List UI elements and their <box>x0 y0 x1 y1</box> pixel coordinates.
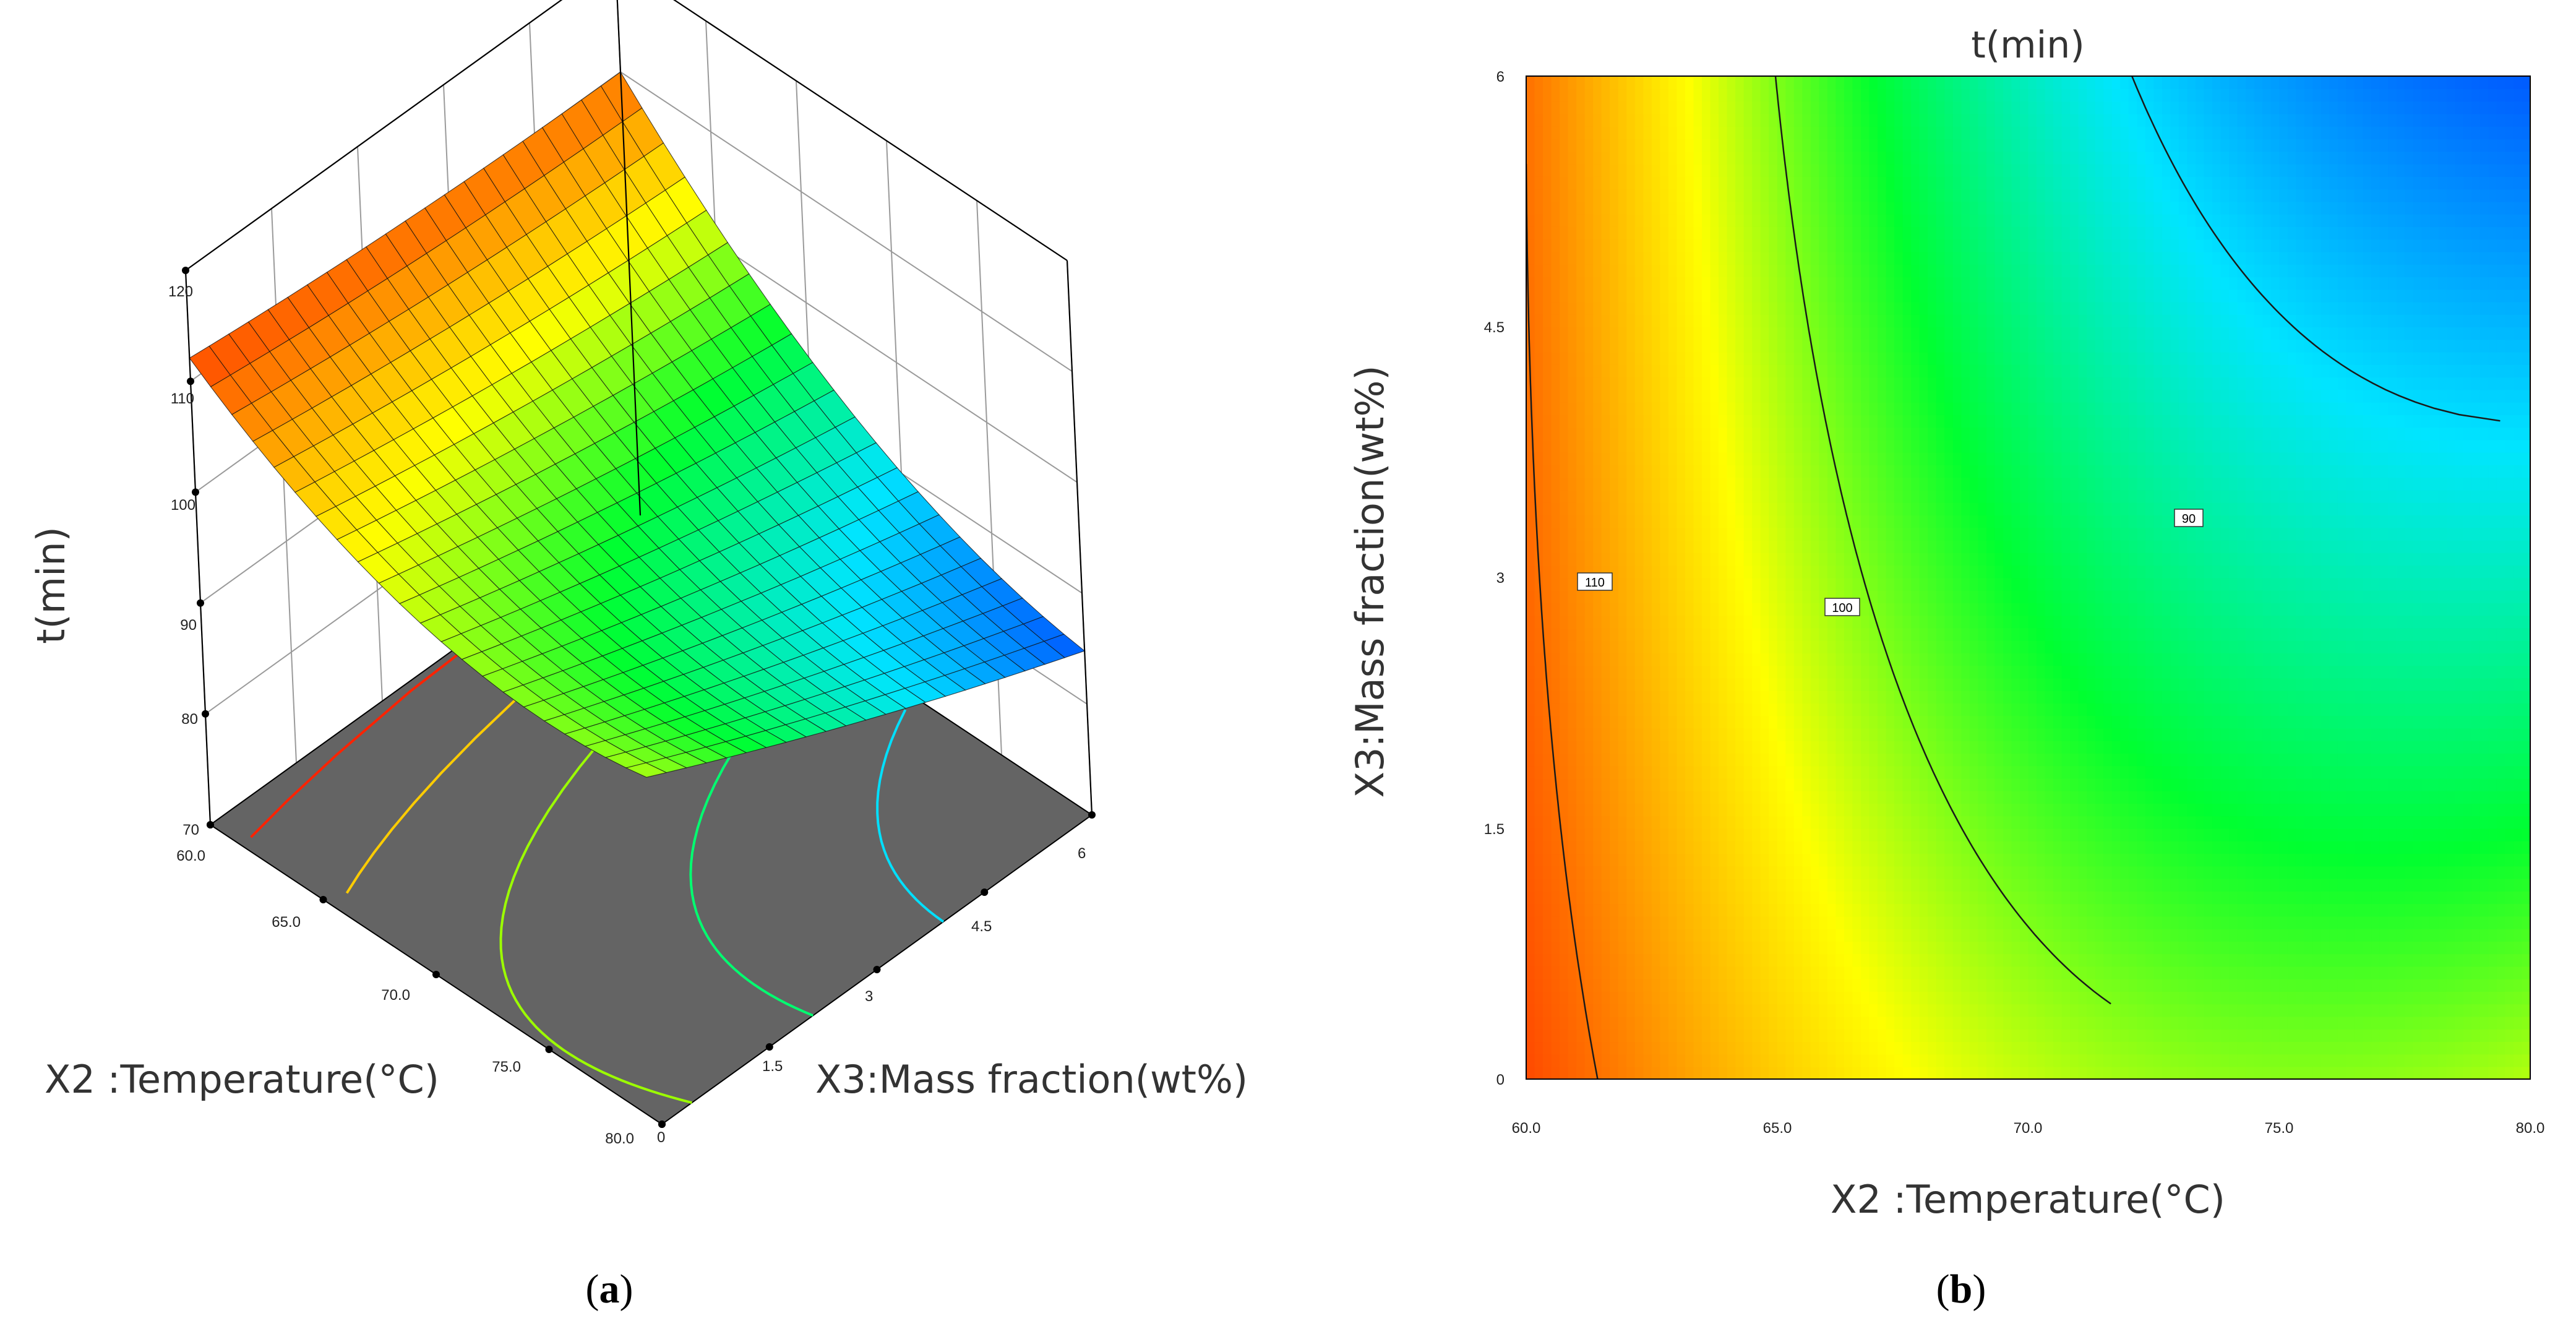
z-tick-label: 110 <box>171 390 194 407</box>
contour-line <box>1526 163 1599 1079</box>
temperature-tick-mark <box>545 1046 553 1053</box>
z-tick-label: 90 <box>180 617 197 634</box>
mass-fraction-tick-mark <box>765 1043 773 1051</box>
x-tick-label: 60.0 <box>1512 1120 1541 1137</box>
x-tick-label: 80.0 <box>2516 1120 2545 1137</box>
y-axis-label: X3:Mass fraction(wt%) <box>1347 365 1393 798</box>
y-tick-label: 1.5 <box>1484 821 1505 838</box>
temperature-tick-label: 70.0 <box>381 987 410 1004</box>
y-axis-ticks: 0 1.5 3 4.5 6 <box>1484 69 1505 1088</box>
mass-fraction-tick-mark <box>981 889 989 896</box>
temperature-tick-label: 75.0 <box>492 1059 521 1075</box>
temperature-tick-mark <box>207 821 214 828</box>
y-tick-label: 3 <box>1496 570 1505 587</box>
contour-label: 110 <box>1577 572 1613 591</box>
mass-fraction-tick-mark <box>873 966 881 973</box>
temperature-axis-ticks: 60.0 65.0 70.0 75.0 80.0 <box>176 848 634 1147</box>
z-tick-mark <box>187 377 194 385</box>
y-tick-label: 0 <box>1496 1072 1505 1088</box>
x-axis-label: X2 :Temperature(°C) <box>1831 1177 2225 1222</box>
surface-frame <box>182 0 1096 1128</box>
floor-contour-line <box>499 594 747 1104</box>
mass-fraction-tick-label: 1.5 <box>762 1058 783 1075</box>
contour-line <box>2131 76 2501 422</box>
contour-line <box>1774 76 2111 1005</box>
z-tick-mark <box>197 599 204 607</box>
temperature-tick-label: 60.0 <box>176 848 205 864</box>
temperature-tick-mark <box>319 896 327 903</box>
caption-b: (b) <box>1936 1267 1986 1312</box>
z-tick-label: 80 <box>181 711 198 728</box>
contour-label: 100 <box>1824 598 1860 616</box>
z-tick-mark <box>182 267 189 274</box>
mass-fraction-tick-label: 3 <box>865 988 873 1005</box>
mass-fraction-tick-mark <box>1088 811 1096 819</box>
x-tick-label: 75.0 <box>2265 1120 2294 1137</box>
caption-a: (a) <box>586 1267 633 1312</box>
temperature-tick-mark <box>432 971 440 978</box>
surface-plot: 70 80 90 100 110 120 60.0 65.0 70.0 75.0… <box>28 0 1248 1147</box>
y-tick-label: 4.5 <box>1484 319 1505 336</box>
mass-fraction-tick-label: 4.5 <box>971 918 992 935</box>
mass-fraction-tick-label: 6 <box>1078 845 1086 862</box>
z-tick-label: 100 <box>171 497 195 514</box>
mass-fraction-tick-mark <box>658 1121 666 1128</box>
z-tick-label: 120 <box>168 283 193 300</box>
floor-contour-line <box>876 709 945 923</box>
z-tick-mark <box>202 710 209 718</box>
plot-frame <box>1526 75 2531 1080</box>
z-axis-label: t(min) <box>28 527 74 644</box>
contour-lines <box>1526 76 2501 1079</box>
mass-fraction-axis-ticks: 0 1.5 3 4.5 6 <box>657 845 1086 1146</box>
x-tick-label: 70.0 <box>2014 1120 2043 1137</box>
floor-contour-line <box>689 658 814 1017</box>
temperature-tick-label: 80.0 <box>605 1130 634 1147</box>
mass-fraction-axis-label: X3:Mass fraction(wt%) <box>815 1057 1248 1102</box>
contour-label: 90 <box>2174 509 2204 527</box>
y-tick-label: 6 <box>1496 69 1505 85</box>
contour-plot: 110 100 90 60.0 65.0 70.0 75.0 80.0 0 1.… <box>1347 24 2544 1222</box>
response-surface <box>189 71 1086 778</box>
temperature-axis-label: X2 :Temperature(°C) <box>45 1057 439 1102</box>
z-tick-mark <box>192 488 199 496</box>
contour-label-110: 110 <box>1585 576 1605 590</box>
temperature-tick-label: 65.0 <box>272 914 301 931</box>
z-tick-label: 70 <box>182 822 199 838</box>
x-axis-ticks: 60.0 65.0 70.0 75.0 80.0 <box>1512 1120 2545 1137</box>
z-axis-ticks: 70 80 90 100 110 120 <box>168 283 199 838</box>
contour-fill <box>1526 76 2530 1079</box>
contour-label-90: 90 <box>2182 512 2196 526</box>
contour-label-100: 100 <box>1832 601 1852 615</box>
x-tick-label: 65.0 <box>1763 1120 1792 1137</box>
chart-title: t(min) <box>1971 24 2085 67</box>
mass-fraction-tick-label: 0 <box>657 1129 665 1146</box>
